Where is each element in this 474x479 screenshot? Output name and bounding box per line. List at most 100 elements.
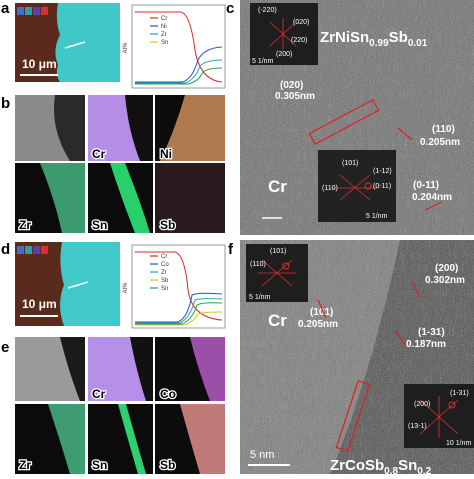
fft-spot xyxy=(282,262,290,270)
fft-label: 5 1/nm xyxy=(366,213,388,220)
fft-label: (-220) xyxy=(258,7,277,14)
curve xyxy=(135,302,223,325)
fft-star xyxy=(269,18,297,50)
panel-b: b Cr Ni Zr Sn Sb xyxy=(1,95,225,233)
fft-inset xyxy=(250,3,318,65)
map-label: Ni xyxy=(160,147,172,161)
fft-label: 5 1/nm xyxy=(252,58,274,65)
eds-region xyxy=(110,163,150,233)
fft-star xyxy=(419,396,459,438)
annotation: 0.205nm xyxy=(298,319,338,330)
panel-a: a 10 μm At% Cr Ni Zr Sn xyxy=(1,0,226,89)
fft-star xyxy=(330,174,380,201)
formula: ZrNiSn0.99Sb0.01 xyxy=(320,29,428,49)
fft-label: (1-31) xyxy=(450,390,469,397)
tag xyxy=(17,246,24,254)
annotation: (101) xyxy=(310,307,333,318)
panel-label: e xyxy=(1,339,9,356)
map-label: Cr xyxy=(92,147,106,161)
tag xyxy=(41,7,48,15)
legend-label: Sb xyxy=(161,278,169,284)
curve xyxy=(135,298,223,324)
eds-region xyxy=(155,95,185,161)
arrow xyxy=(67,281,89,289)
fft-label: (200) xyxy=(414,401,430,408)
fft-label: (220) xyxy=(291,37,307,44)
legend-label: Sn xyxy=(161,286,168,292)
fft-label: (110) xyxy=(322,185,338,192)
map-label: Zr xyxy=(19,458,31,472)
scale-label: 5 nm xyxy=(250,449,274,461)
phase-label: Cr xyxy=(268,311,287,330)
legend-label: Cr xyxy=(161,254,167,260)
fft-label: (200) xyxy=(276,51,292,58)
map-label: Cr xyxy=(92,387,106,401)
sem-map-region xyxy=(15,3,60,82)
marker xyxy=(424,201,443,211)
fft-label: (13-1) xyxy=(408,423,427,430)
panel-label: c xyxy=(226,0,234,17)
marker xyxy=(317,299,327,319)
fft-label: (0-11) xyxy=(373,183,391,190)
map-label: Sn xyxy=(92,458,107,472)
fft-label: (1-12) xyxy=(373,168,392,175)
scale-label: 10 μm xyxy=(22,57,57,71)
map-label: Sb xyxy=(160,218,175,232)
legend: Cr Co Zr Sb Sn xyxy=(150,254,169,292)
tag xyxy=(33,7,40,15)
eds-map xyxy=(155,163,225,233)
y-label: At% xyxy=(123,282,129,294)
annotation: 0.187nm xyxy=(406,339,446,350)
eds-region xyxy=(155,337,210,401)
stem-region xyxy=(15,95,70,161)
fft-spot xyxy=(448,401,456,409)
panel-label: d xyxy=(1,241,10,258)
curve xyxy=(135,251,223,321)
map-label: Sn xyxy=(92,218,107,232)
plot-frame xyxy=(131,4,226,89)
map-label: Zr xyxy=(19,218,31,232)
marker xyxy=(411,281,421,299)
legend-label: Zr xyxy=(161,270,167,276)
phase-label: Cr xyxy=(268,177,287,196)
map-label: Co xyxy=(160,387,176,401)
legend-label: Zr xyxy=(161,32,167,38)
annotation: (110) xyxy=(432,124,455,135)
panel-label: a xyxy=(1,0,10,17)
panel-c: c (-220) (020) (220) (200) 5 1/nm ZrNiSn… xyxy=(226,0,474,235)
panel-label: f xyxy=(228,241,234,258)
curve xyxy=(135,311,223,326)
arrow xyxy=(64,41,86,49)
highlight-box xyxy=(308,98,380,146)
curve xyxy=(135,46,223,83)
curve xyxy=(135,59,223,84)
annotation: (1-31) xyxy=(418,327,445,338)
fft-label: (110) xyxy=(250,261,266,268)
eds-region xyxy=(180,404,225,474)
eds-region xyxy=(48,404,85,474)
annotation: (200) xyxy=(435,263,458,274)
annotation: (0-11) xyxy=(413,180,439,191)
fft-label: (020) xyxy=(293,19,309,26)
fft-label: 5 1/nm xyxy=(249,294,271,301)
tag xyxy=(33,246,40,254)
eds-region xyxy=(125,95,153,161)
legend-label: Co xyxy=(161,262,169,268)
stem-region xyxy=(15,337,80,401)
fft-star xyxy=(258,259,296,287)
fft-label: (101) xyxy=(342,160,358,167)
sem-map-region xyxy=(15,242,64,326)
fft-label: 10 1/nm xyxy=(446,440,471,447)
eds-region xyxy=(40,163,85,233)
fft-spot xyxy=(364,182,372,190)
annotation: 0.302nm xyxy=(425,275,465,286)
scale-label: 10 μm xyxy=(22,297,57,311)
annotation: 0.305nm xyxy=(275,91,315,102)
fft-label: (101) xyxy=(270,248,286,255)
panel-e: e Cr Co Zr Sn Sb xyxy=(1,337,225,474)
tag xyxy=(25,7,32,15)
legend: Cr Ni Zr Sn xyxy=(150,16,168,46)
tag xyxy=(17,7,24,15)
curve xyxy=(135,67,223,85)
annotation: 0.204nm xyxy=(412,192,452,203)
